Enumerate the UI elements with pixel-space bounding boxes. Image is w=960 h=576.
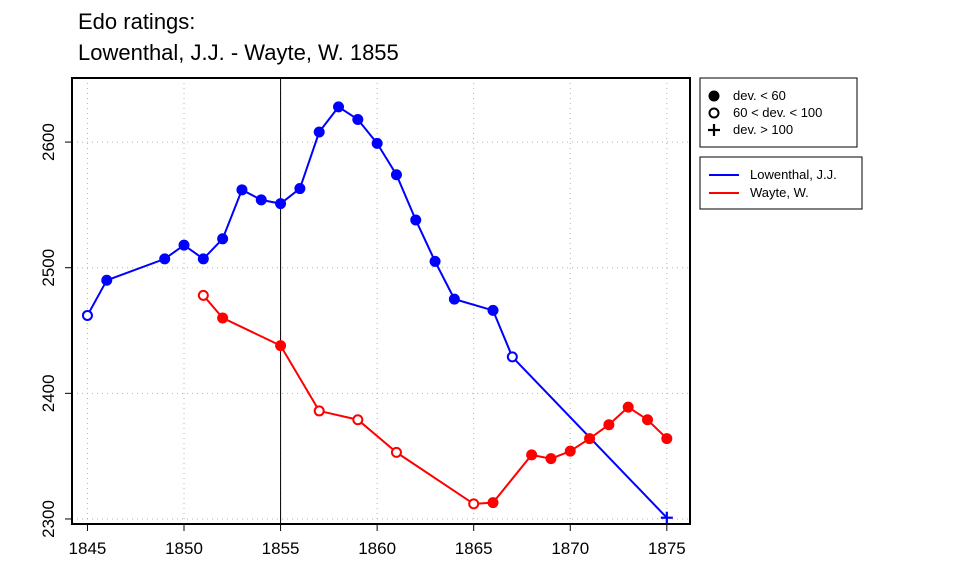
data-point xyxy=(352,113,364,125)
data-point xyxy=(468,498,480,510)
data-point xyxy=(255,194,267,206)
data-point xyxy=(197,253,209,265)
data-point xyxy=(564,445,576,457)
plot-frame xyxy=(71,77,691,525)
series-legend-label: Lowenthal, J.J. xyxy=(750,167,837,182)
data-point xyxy=(236,184,248,196)
data-point xyxy=(217,312,229,324)
data-point xyxy=(178,239,190,251)
series-legend-label: Wayte, W. xyxy=(750,185,809,200)
data-point xyxy=(81,309,93,321)
y-axis: 2300 2400 2500 2600 xyxy=(39,123,72,538)
data-point xyxy=(660,511,673,524)
chart-title: Edo ratings: xyxy=(78,9,195,34)
x-tick-label: 1845 xyxy=(69,539,107,558)
series-group xyxy=(81,101,673,524)
data-point xyxy=(159,253,171,265)
data-point xyxy=(294,183,306,195)
data-point xyxy=(487,304,499,316)
data-point xyxy=(622,401,634,413)
data-point xyxy=(313,405,325,417)
data-point xyxy=(275,340,287,352)
data-point xyxy=(371,137,383,149)
x-axis: 1845 1850 1855 1860 1865 1870 1875 xyxy=(69,524,686,558)
marker-legend: dev. < 60 60 < dev. < 100 dev. > 100 xyxy=(699,77,858,148)
x-tick-label: 1855 xyxy=(262,539,300,558)
series-legend: Lowenthal, J.J. Wayte, W. xyxy=(699,156,863,210)
data-point xyxy=(197,289,209,301)
data-point xyxy=(642,414,654,426)
series-line xyxy=(202,294,668,505)
data-point xyxy=(352,414,364,426)
y-tick-label: 2500 xyxy=(39,249,58,287)
marker-legend-box xyxy=(699,77,858,148)
data-point xyxy=(313,126,325,138)
marker-legend-label: dev. > 100 xyxy=(733,122,793,137)
data-point xyxy=(661,433,673,445)
marker-legend-symbol xyxy=(708,107,720,119)
y-tick-label: 2600 xyxy=(39,123,58,161)
data-point xyxy=(101,274,113,286)
data-point xyxy=(448,293,460,305)
data-point xyxy=(545,453,557,465)
x-tick-label: 1875 xyxy=(648,539,686,558)
data-point xyxy=(410,214,422,226)
data-point xyxy=(506,351,518,363)
series-lowenthal xyxy=(81,101,673,524)
data-point xyxy=(390,446,402,458)
y-tick-label: 2400 xyxy=(39,374,58,412)
data-point xyxy=(526,449,538,461)
data-point xyxy=(390,169,402,181)
marker-legend-symbol xyxy=(708,90,720,102)
x-tick-label: 1870 xyxy=(551,539,589,558)
marker-legend-label: dev. < 60 xyxy=(733,88,786,103)
series-wayte xyxy=(197,289,673,510)
marker-legend-label: 60 < dev. < 100 xyxy=(733,105,822,120)
data-point xyxy=(603,419,615,431)
series-legend-box xyxy=(699,156,863,210)
y-tick-label: 2300 xyxy=(39,500,58,538)
data-point xyxy=(217,233,229,245)
data-point xyxy=(487,497,499,509)
x-tick-label: 1850 xyxy=(165,539,203,558)
data-point xyxy=(275,198,287,210)
x-tick-label: 1860 xyxy=(358,539,396,558)
data-point xyxy=(429,255,441,267)
marker-legend-symbol xyxy=(708,124,720,136)
data-point xyxy=(584,433,596,445)
chart-subtitle: Lowenthal, J.J. - Wayte, W. 1855 xyxy=(78,40,399,65)
data-point xyxy=(333,101,345,113)
grid xyxy=(72,78,690,524)
x-tick-label: 1865 xyxy=(455,539,493,558)
